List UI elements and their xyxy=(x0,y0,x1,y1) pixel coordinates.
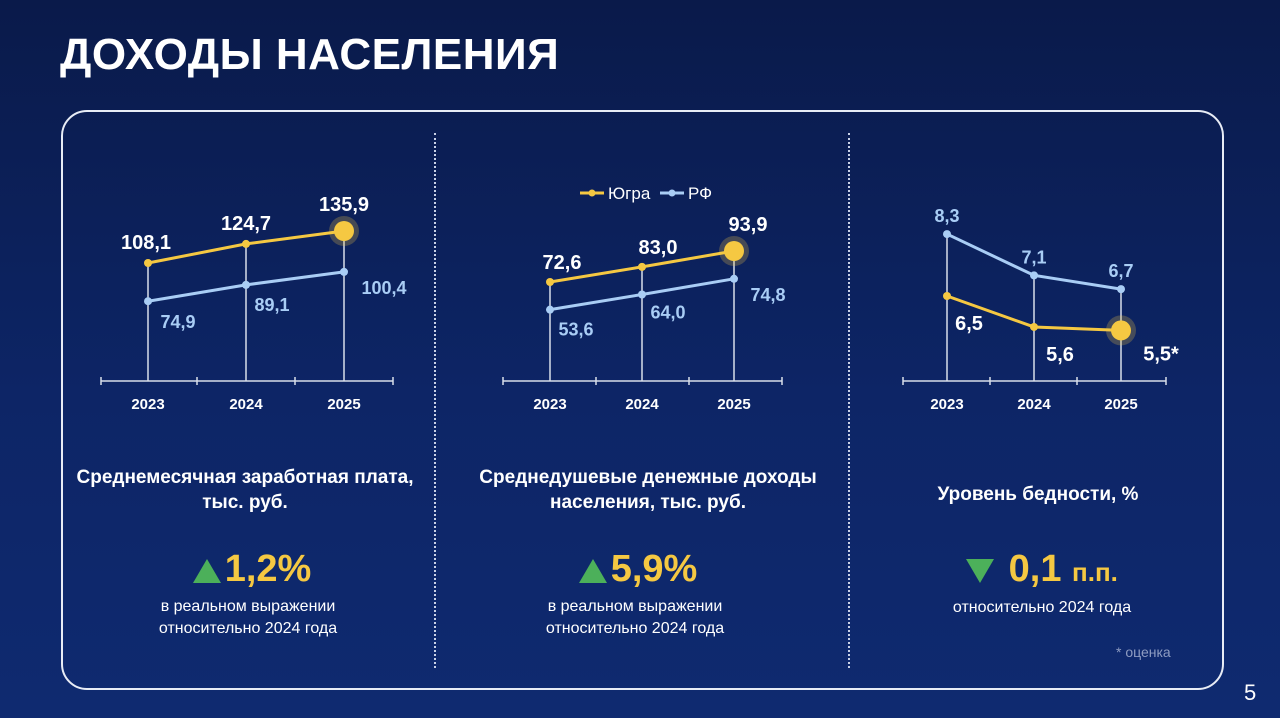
data-point xyxy=(144,259,152,267)
data-point-highlight xyxy=(334,221,354,242)
data-label: 53,6 xyxy=(558,320,593,340)
delta-salary: 1,2% xyxy=(82,548,422,591)
data-point xyxy=(242,239,250,248)
data-label: 74,9 xyxy=(160,312,195,332)
caption-poverty: Уровень бедности, % xyxy=(937,484,1139,505)
note-income: в реальном выражении относительно 2024 го… xyxy=(545,598,725,637)
data-point xyxy=(1030,271,1038,280)
data-point xyxy=(638,262,646,271)
page-title: ДОХОДЫ НАСЕЛЕНИЯ xyxy=(60,30,560,79)
data-point xyxy=(144,297,152,306)
legend-marker-yugra xyxy=(588,189,596,197)
x-tick-label: 2024 xyxy=(229,396,263,413)
delta-poverty: 0,1 п.п. xyxy=(872,548,1212,591)
data-label: 74,8 xyxy=(750,285,785,305)
x-tick-label: 2023 xyxy=(930,396,963,413)
legend-marker-rf xyxy=(668,189,676,197)
page-number: 5 xyxy=(1244,680,1257,705)
note-poverty: относительно 2024 года xyxy=(952,599,1132,616)
footnote: * оценка xyxy=(1116,644,1171,660)
data-point xyxy=(943,292,951,300)
data-label: 8,3 xyxy=(934,206,959,226)
data-label: 64,0 xyxy=(650,303,685,323)
legend-label-yugra: Югра xyxy=(608,184,651,203)
data-point xyxy=(1117,285,1125,294)
data-label: 108,1 xyxy=(121,232,171,254)
data-label: 93,9 xyxy=(729,214,768,236)
legend-label-rf: РФ xyxy=(688,184,712,203)
delta-income: 5,9% xyxy=(468,548,808,591)
data-label: 89,1 xyxy=(254,295,289,315)
arrow-up-icon xyxy=(192,558,221,583)
data-point xyxy=(546,305,554,314)
data-point xyxy=(1030,322,1038,331)
data-point xyxy=(943,230,951,239)
data-point xyxy=(340,267,348,276)
note-salary: в реальном выражении относительно 2024 го… xyxy=(158,598,338,637)
divider xyxy=(848,133,850,668)
arrow-down-icon xyxy=(966,558,995,583)
content-panel xyxy=(61,110,1224,690)
data-label: 5,5* xyxy=(1143,343,1179,365)
data-label: 6,5 xyxy=(955,313,983,335)
x-tick-label: 2025 xyxy=(717,396,750,413)
data-point xyxy=(546,278,554,286)
x-tick-label: 2023 xyxy=(533,396,566,413)
x-tick-label: 2025 xyxy=(327,396,360,413)
arrow-up-icon xyxy=(578,558,607,583)
data-label: 83,0 xyxy=(639,237,678,259)
data-point-highlight xyxy=(724,241,744,262)
data-point xyxy=(638,290,646,299)
caption-income: Среднедушевые денежные доходы населения,… xyxy=(479,467,817,513)
data-point xyxy=(730,274,738,283)
data-label: 7,1 xyxy=(1021,247,1046,267)
data-label: 5,6 xyxy=(1046,344,1074,366)
x-tick-label: 2023 xyxy=(131,396,164,413)
data-label: 124,7 xyxy=(221,213,271,235)
data-point-highlight xyxy=(1111,320,1131,341)
data-label: 72,6 xyxy=(543,252,582,274)
data-label: 135,9 xyxy=(319,194,369,216)
x-tick-label: 2025 xyxy=(1104,396,1137,413)
divider xyxy=(434,133,436,668)
x-tick-label: 2024 xyxy=(625,396,659,413)
data-label: 100,4 xyxy=(361,278,406,298)
data-label: 6,7 xyxy=(1108,261,1133,281)
x-tick-label: 2024 xyxy=(1017,396,1051,413)
data-point xyxy=(242,280,250,289)
caption-salary: Среднемесячная заработная плата, тыс. ру… xyxy=(76,467,414,513)
